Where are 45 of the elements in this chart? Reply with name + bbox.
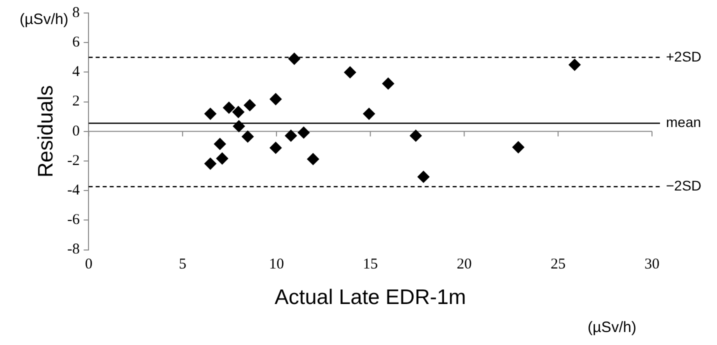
point [288,52,300,65]
x-axis-title: Actual Late EDR-1m [274,286,466,310]
point [363,108,376,120]
point [382,78,394,90]
x-tick-label: 30 [644,256,660,273]
y-tick-label: 8 [72,4,80,21]
point [417,170,430,183]
point [204,158,216,170]
y-tick-label: 6 [72,34,80,51]
point [298,126,310,139]
x-tick-label: 15 [362,256,378,273]
point [232,120,245,132]
point [270,93,282,106]
point [204,108,216,120]
point [214,138,226,150]
ref-line-label: +2SD [666,48,702,64]
text: (µSv/h) [20,11,68,28]
y-tick-label: 0 [72,123,80,140]
point [307,153,320,166]
point [284,130,297,142]
point [410,130,422,142]
point [244,99,256,112]
point [568,58,581,71]
y-tick-label: -4 [67,182,80,199]
point [216,152,228,164]
point [270,142,282,154]
y-tick-label: -2 [67,152,80,169]
y-tick-label: 2 [72,94,80,110]
x-tick-label: 0 [84,256,92,273]
point [344,66,356,78]
ref-line-label: mean [666,114,702,130]
x-tick-label: 5 [178,256,186,273]
point [512,141,524,154]
point [242,130,254,143]
point [222,102,235,114]
ref-line-label: −2SD [666,177,702,194]
x-tick-label: 10 [268,256,284,273]
text: (µSv/h) [588,319,636,336]
y-tick-label: 4 [72,64,80,80]
x-tick-label: 25 [550,256,566,273]
y-axis-title: Residuals [34,85,58,178]
y-tick-label: -6 [67,212,80,228]
point [232,106,244,118]
x-tick-label: 20 [456,256,472,273]
y-tick-label: -8 [67,242,80,258]
